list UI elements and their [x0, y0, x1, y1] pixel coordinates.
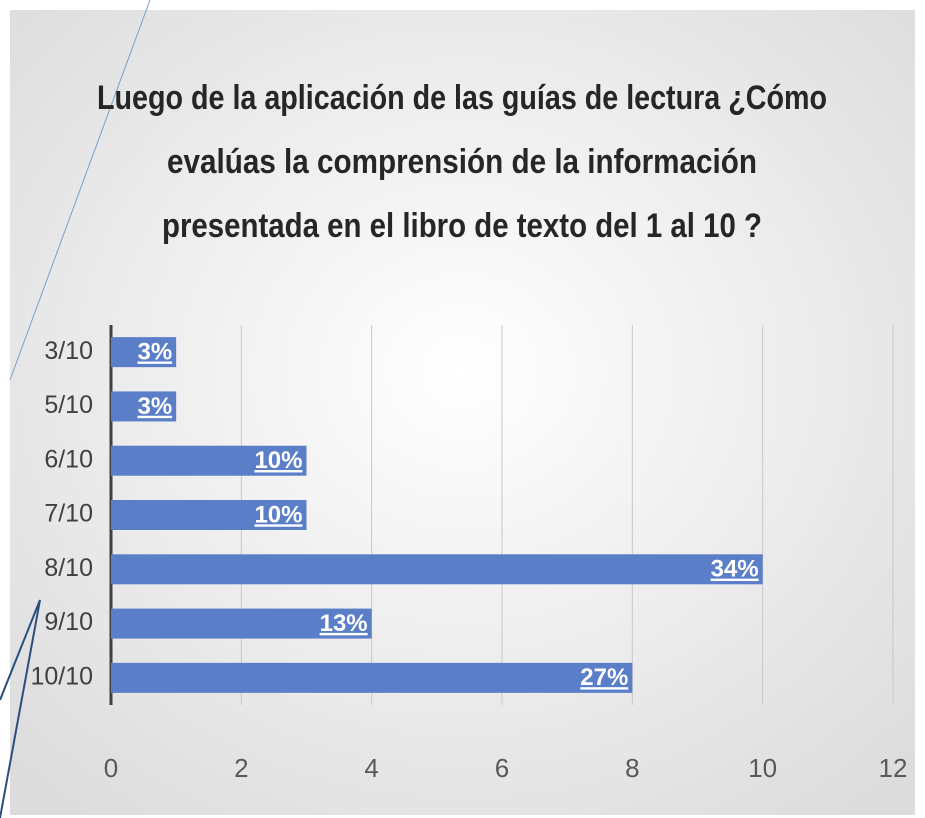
chart-title-line: Luego de la aplicación de las guías de l… — [97, 79, 827, 117]
bar-label: 10% — [254, 447, 302, 474]
y-tick-label: 9/10 — [44, 608, 93, 636]
bar — [111, 337, 177, 368]
bar — [111, 445, 307, 476]
y-tick-label: 7/10 — [44, 500, 93, 528]
decoration — [0, 599, 41, 818]
y-tick-label: 8/10 — [44, 554, 93, 582]
bar-label: 27% — [580, 664, 628, 691]
title: Luego de la aplicación de las guías de l… — [97, 79, 827, 245]
x-tick-label: 2 — [234, 753, 248, 783]
x-tick-label: 8 — [625, 753, 639, 783]
bar-label: 13% — [320, 610, 368, 637]
bar-label: 3% — [137, 338, 172, 365]
bar — [111, 662, 633, 693]
x-tick-label: 4 — [364, 753, 378, 783]
x-tick-label: 10 — [748, 753, 777, 783]
bar — [111, 554, 763, 585]
bar — [111, 500, 307, 530]
decoration — [9, 0, 151, 381]
bar-label: 10% — [254, 501, 302, 528]
bar-label: 3% — [137, 393, 172, 420]
y-tick-label: 5/10 — [44, 391, 93, 419]
y-tick-label: 10/10 — [30, 662, 93, 690]
bar-label: 34% — [711, 556, 759, 583]
y-tick-label: 3/10 — [44, 337, 93, 365]
chart-title-line: evalúas la comprensión de la información — [167, 143, 757, 181]
x-tick-label: 0 — [104, 753, 118, 783]
y-tick-label: 6/10 — [44, 445, 93, 473]
decoration — [0, 599, 41, 701]
chart-title-line: presentada en el libro de texto del 1 al… — [162, 207, 762, 245]
bar — [111, 608, 372, 639]
x-tick-label: 12 — [879, 753, 908, 783]
x-tick-label: 6 — [495, 753, 509, 783]
bar — [111, 391, 177, 422]
